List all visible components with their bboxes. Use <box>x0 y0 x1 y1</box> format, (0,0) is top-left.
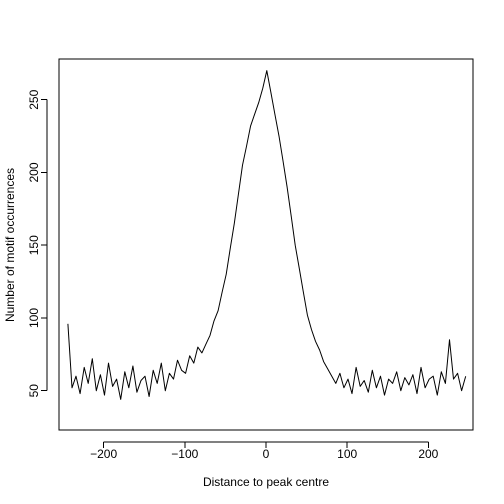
x-axis-label: Distance to peak centre <box>203 475 329 489</box>
x-tick-label: 100 <box>337 447 357 461</box>
x-tick-label: 200 <box>418 447 438 461</box>
y-tick-label: 50 <box>27 384 41 398</box>
x-tick-label: −200 <box>90 447 117 461</box>
y-axis-label: Number of motif occurrences <box>3 168 17 322</box>
series-group <box>67 70 467 400</box>
y-tick-label: 200 <box>27 162 41 182</box>
plot-area-frame <box>58 58 474 431</box>
x-tick-label: −100 <box>171 447 198 461</box>
y-axis: 50 100 150 200 250 <box>27 89 48 398</box>
y-tick-label: 150 <box>27 235 41 255</box>
y-tick-label: 100 <box>27 308 41 328</box>
series-line <box>67 70 467 400</box>
x-tick-label: 0 <box>263 447 270 461</box>
x-axis: −200 −100 0 100 200 <box>90 441 439 461</box>
y-tick-label: 250 <box>27 89 41 109</box>
